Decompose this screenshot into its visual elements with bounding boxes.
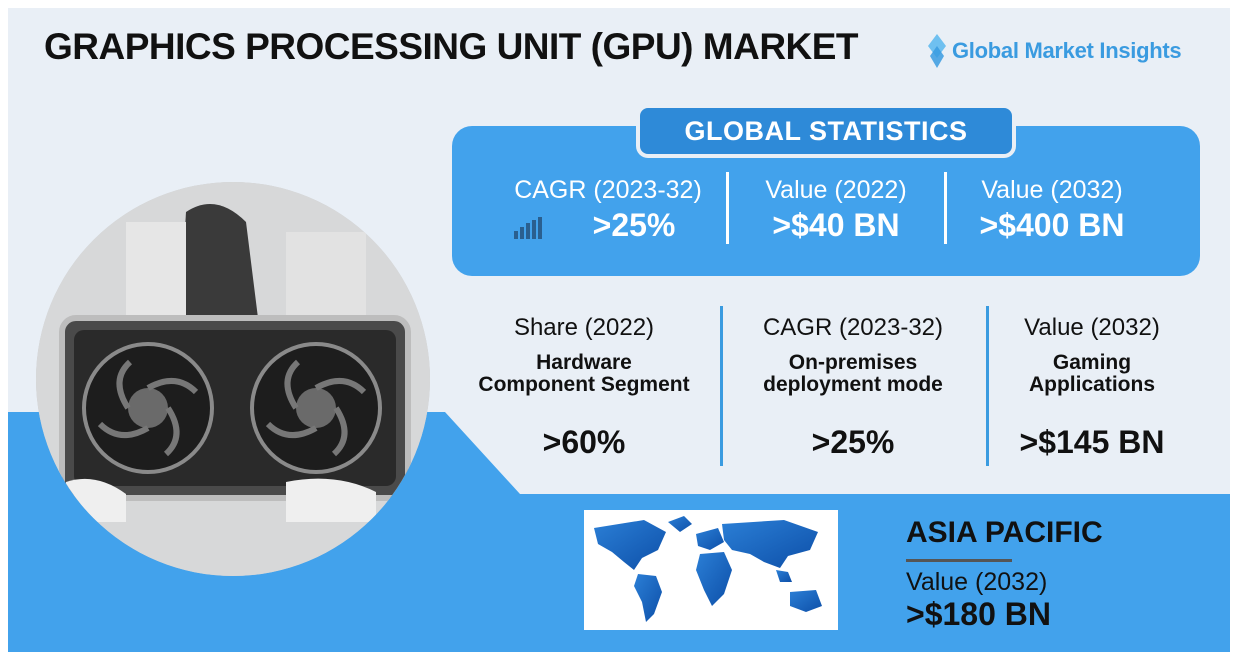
segment-description: On-premises deployment mode <box>730 352 976 396</box>
region-value: >$180 BN <box>906 596 1051 632</box>
world-map-image <box>594 516 822 622</box>
segment-divider <box>720 306 723 466</box>
stat-label: Value (2022) <box>765 176 907 204</box>
gpu-photo <box>36 182 430 576</box>
segment-gaming: Value (2032) Gaming Applications >$145 B… <box>994 314 1190 461</box>
stat-value: >$40 BN <box>772 207 900 243</box>
segment-label: Value (2032) <box>1024 314 1160 341</box>
bar-chart-icon <box>514 217 542 239</box>
segment-line: Hardware <box>536 351 632 374</box>
diamond-logo-icon <box>928 34 946 68</box>
region-label: Value (2032) <box>906 568 1048 596</box>
segment-deployment: CAGR (2023-32) On-premises deployment mo… <box>730 314 976 461</box>
segment-line: Applications <box>1028 373 1155 396</box>
page-title: GRAPHICS PROCESSING UNIT (GPU) MARKET <box>44 26 859 67</box>
stat-label: Value (2032) <box>981 176 1123 204</box>
segment-hardware: Share (2022) Hardware Component Segment … <box>452 314 716 461</box>
stat-label: CAGR (2023-32) <box>514 176 702 204</box>
stat-cagr: CAGR (2023-32) >25% <box>500 176 716 244</box>
segment-label: Share (2022) <box>513 314 655 341</box>
segment-divider <box>986 306 989 466</box>
segment-value: >25% <box>811 424 895 460</box>
stat-divider <box>726 172 729 244</box>
segment-description: Hardware Component Segment <box>452 352 716 396</box>
stat-value: >$400 BN <box>979 207 1125 243</box>
segment-value: >$145 BN <box>1019 424 1165 460</box>
global-statistics-heading: GLOBAL STATISTICS <box>640 108 1012 154</box>
stat-divider <box>944 172 947 244</box>
stat-value: >25% <box>500 207 716 244</box>
gpu-card-image <box>36 182 430 576</box>
segment-label: CAGR (2023-32) <box>762 314 944 341</box>
segment-line: On-premises <box>788 351 918 374</box>
stat-cagr-value: >25% <box>592 207 676 243</box>
segment-line: Component Segment <box>478 373 690 396</box>
brand-logo: Global Market Insights <box>926 30 1182 72</box>
region-title: ASIA PACIFIC <box>906 516 1103 549</box>
segment-line: Gaming <box>1052 351 1132 374</box>
stat-value-2032: Value (2032) >$400 BN <box>956 176 1148 244</box>
segment-description: Gaming Applications <box>994 352 1190 396</box>
stat-value-2022: Value (2022) >$40 BN <box>738 176 934 244</box>
region-underline <box>906 559 1012 562</box>
segment-value: >60% <box>542 424 626 460</box>
logo-text: Global Market Insights <box>952 38 1182 63</box>
world-map <box>584 510 838 630</box>
segment-line: deployment mode <box>763 373 943 396</box>
global-statistics-title: GLOBAL STATISTICS <box>684 115 968 146</box>
